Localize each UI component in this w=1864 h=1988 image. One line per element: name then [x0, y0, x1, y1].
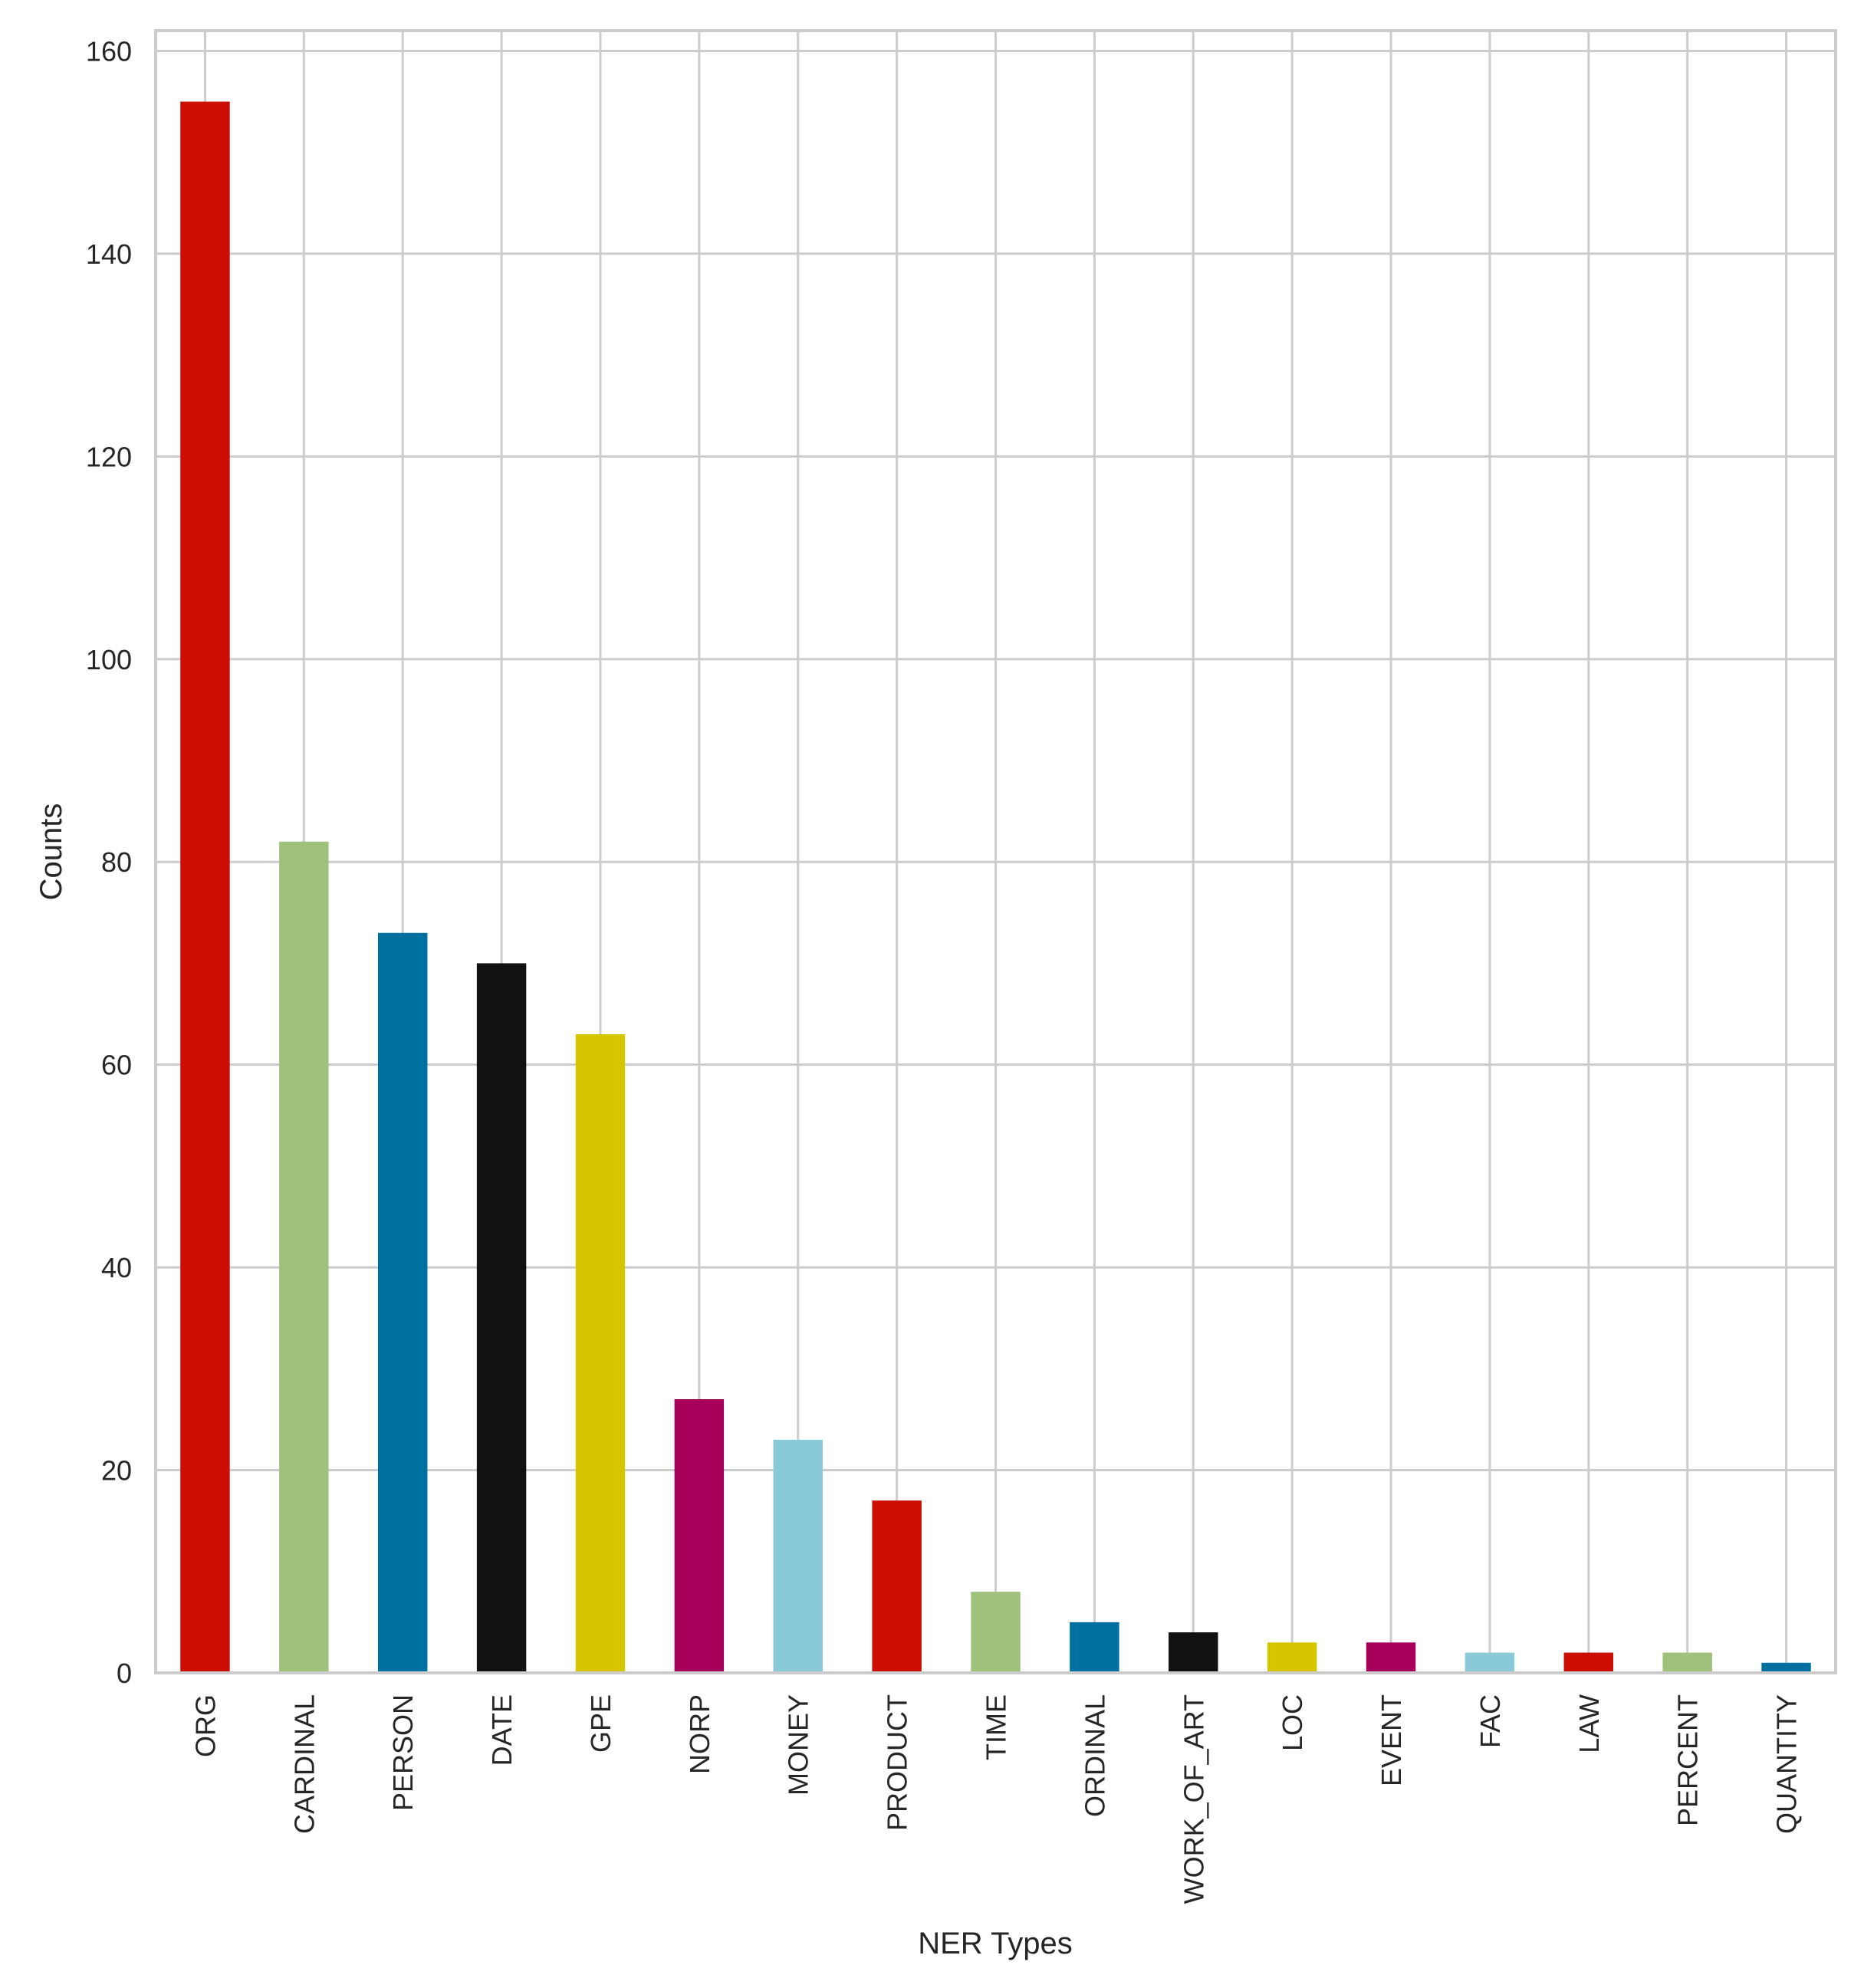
x-tick-label: TIME [981, 1694, 1012, 1760]
x-tick-label: DATE [486, 1694, 518, 1766]
bar-percent [1662, 1652, 1712, 1673]
bar-product [872, 1500, 922, 1673]
bar-ordinal [1070, 1622, 1119, 1673]
bar-date [476, 963, 527, 1673]
y-tick-label: 140 [86, 238, 132, 270]
bar-person [377, 932, 428, 1673]
x-tick-label: LOC [1277, 1694, 1308, 1751]
x-tick-label: PRODUCT [882, 1694, 913, 1831]
y-tick-label: 20 [101, 1455, 132, 1487]
x-tick-label: ORG [189, 1694, 221, 1757]
y-tick-label: 80 [101, 846, 132, 878]
x-tick-labels: ORG CARDINAL PERSON DATE GPE NORP MONEY PRODUCT… [189, 1694, 1802, 1904]
bar-event [1366, 1642, 1416, 1673]
bar-org [180, 101, 230, 1673]
bar-norp [674, 1399, 725, 1673]
y-tick-label: 160 [86, 35, 132, 67]
bar-quantity [1761, 1662, 1811, 1673]
x-tick-label: QUANTITY [1771, 1694, 1803, 1834]
y-tick-label: 40 [101, 1252, 132, 1283]
bar-law [1563, 1652, 1614, 1673]
x-tick-label: EVENT [1376, 1694, 1407, 1786]
y-tick-labels: 0 20 40 60 80 100 120 140 160 [86, 35, 132, 1689]
bar-money [773, 1439, 823, 1673]
bar-loc [1267, 1642, 1317, 1673]
bar-time [971, 1592, 1021, 1673]
x-tick-label: PERSON [387, 1694, 419, 1811]
y-axis-label: Counts [35, 803, 68, 901]
x-tick-label: WORK_OF_ART [1178, 1694, 1209, 1904]
x-tick-label: ORDINAL [1079, 1694, 1110, 1817]
y-tick-label: 0 [117, 1658, 132, 1689]
x-tick-label: PERCENT [1672, 1694, 1704, 1826]
y-tick-label: 100 [86, 644, 132, 675]
x-tick-label: FAC [1474, 1694, 1506, 1748]
x-tick-label: GPE [585, 1694, 616, 1753]
bar-gpe [575, 1034, 626, 1673]
plot-frame [154, 29, 1837, 1674]
bar-fac [1465, 1652, 1515, 1673]
y-tick-label: 60 [101, 1050, 132, 1081]
bars [180, 101, 1811, 1673]
y-tick-label: 120 [86, 441, 132, 472]
x-tick-label: LAW [1573, 1694, 1605, 1753]
bar-work-of-art [1169, 1632, 1218, 1673]
x-tick-label: MONEY [783, 1694, 814, 1796]
x-tick-label: CARDINAL [288, 1694, 320, 1834]
bar-cardinal [279, 841, 329, 1673]
x-tick-label: NORP [684, 1694, 715, 1774]
x-axis-label: NER Types [918, 1927, 1073, 1960]
